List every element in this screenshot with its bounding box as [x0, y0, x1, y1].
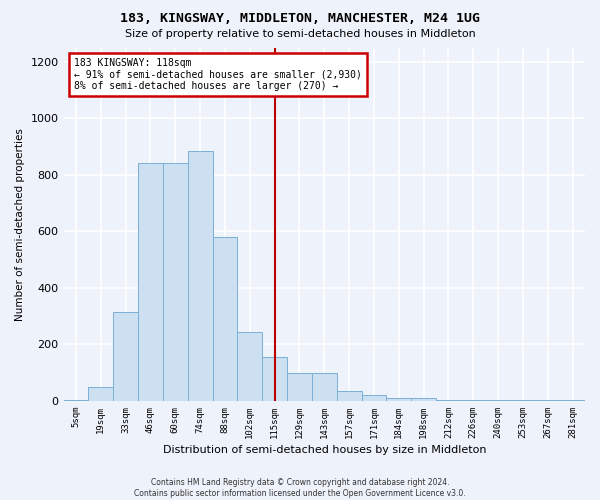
Bar: [485, 400, 511, 401]
Bar: [337, 391, 362, 401]
Text: Contains HM Land Registry data © Crown copyright and database right 2024.
Contai: Contains HM Land Registry data © Crown c…: [134, 478, 466, 498]
Bar: [238, 332, 262, 401]
Bar: [287, 372, 312, 401]
Bar: [386, 398, 411, 401]
Bar: [411, 398, 436, 401]
Bar: [212, 237, 238, 401]
Bar: [163, 164, 188, 401]
Bar: [362, 396, 386, 401]
Bar: [560, 400, 585, 401]
Bar: [461, 400, 485, 401]
Text: 183, KINGSWAY, MIDDLETON, MANCHESTER, M24 1UG: 183, KINGSWAY, MIDDLETON, MANCHESTER, M2…: [120, 12, 480, 26]
Bar: [535, 400, 560, 401]
Y-axis label: Number of semi-detached properties: Number of semi-detached properties: [15, 128, 25, 320]
Bar: [312, 372, 337, 401]
Bar: [113, 312, 138, 401]
Bar: [88, 387, 113, 401]
Text: 183 KINGSWAY: 118sqm
← 91% of semi-detached houses are smaller (2,930)
8% of sem: 183 KINGSWAY: 118sqm ← 91% of semi-detac…: [74, 58, 362, 92]
Text: Size of property relative to semi-detached houses in Middleton: Size of property relative to semi-detach…: [125, 29, 475, 39]
Bar: [138, 164, 163, 401]
Bar: [262, 357, 287, 401]
Bar: [188, 150, 212, 401]
Bar: [511, 400, 535, 401]
Bar: [436, 400, 461, 401]
X-axis label: Distribution of semi-detached houses by size in Middleton: Distribution of semi-detached houses by …: [163, 445, 486, 455]
Bar: [64, 400, 88, 401]
